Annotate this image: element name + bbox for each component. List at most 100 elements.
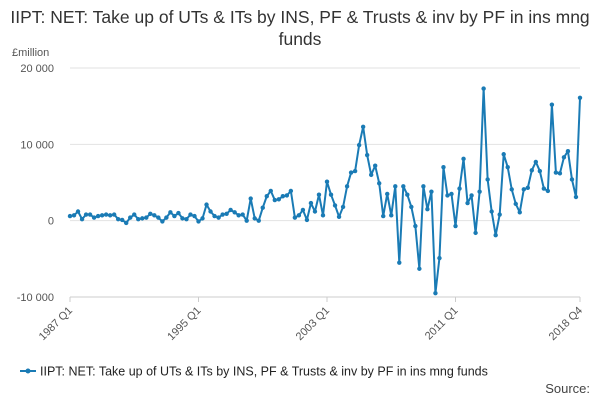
data-point[interactable] [256,218,261,223]
data-point[interactable] [328,192,334,197]
data-point[interactable] [505,165,510,170]
data-point[interactable] [272,197,278,203]
data-point[interactable] [465,200,470,206]
data-point[interactable] [196,219,201,224]
data-point[interactable] [204,202,209,207]
data-point[interactable] [148,211,153,216]
data-point[interactable] [509,187,514,192]
data-point[interactable] [577,95,583,100]
data-point[interactable] [385,191,390,197]
data-point[interactable] [276,197,282,202]
data-point[interactable] [124,220,129,226]
data-point[interactable] [296,213,302,218]
data-point[interactable] [557,171,563,176]
legend[interactable]: IIPT: NET: Take up of UTs & ITs by INS, … [20,365,488,379]
data-point[interactable] [561,155,567,160]
data-point[interactable] [103,212,109,217]
data-point[interactable] [128,215,133,220]
data-point[interactable] [180,216,185,221]
data-point[interactable] [184,216,189,222]
data-point[interactable] [517,210,522,215]
data-point[interactable] [364,152,370,158]
data-point[interactable] [401,184,406,189]
data-point[interactable] [513,201,518,207]
data-point[interactable] [176,210,181,216]
data-point[interactable] [537,168,543,174]
data-point[interactable] [377,181,382,186]
data-point[interactable] [368,172,374,178]
data-point[interactable] [188,212,193,217]
data-point[interactable] [244,218,249,223]
data-point[interactable] [405,192,410,197]
data-point[interactable] [413,223,418,229]
data-point[interactable] [433,290,438,296]
data-point[interactable] [67,213,73,219]
data-point[interactable] [224,211,229,216]
data-point[interactable] [212,213,217,219]
data-point[interactable] [236,213,241,218]
data-point[interactable] [425,207,430,212]
data-point[interactable] [521,187,526,192]
data-point[interactable] [172,213,177,219]
data-point[interactable] [533,159,539,165]
data-point[interactable] [152,213,157,218]
data-point[interactable] [553,170,559,175]
data-point[interactable] [340,204,346,210]
data-point[interactable] [529,168,535,173]
data-point[interactable] [324,179,330,184]
data-point[interactable] [316,192,322,197]
data-point[interactable] [453,223,458,229]
data-point[interactable] [140,216,145,221]
data-point[interactable] [280,194,286,199]
data-point[interactable] [493,232,498,238]
data-point[interactable] [288,188,294,194]
data-point[interactable] [228,207,233,213]
data-point[interactable] [429,189,434,194]
data-point[interactable] [192,213,197,219]
data-point[interactable] [356,142,362,148]
data-point[interactable] [457,186,462,191]
data-point[interactable] [469,193,474,198]
data-point[interactable] [501,152,506,157]
data-point[interactable] [75,209,81,214]
data-point[interactable] [332,203,338,208]
data-point[interactable] [99,213,105,218]
data-point[interactable] [252,216,257,221]
data-point[interactable] [220,212,225,217]
data-point[interactable] [71,213,77,218]
data-point[interactable] [421,184,426,189]
data-point[interactable] [409,204,414,210]
data-point[interactable] [164,215,169,220]
data-point[interactable] [300,207,306,213]
data-point[interactable] [549,102,555,107]
data-point[interactable] [144,215,149,220]
data-point[interactable] [107,213,113,218]
data-point[interactable] [336,214,342,220]
data-point[interactable] [79,216,85,222]
data-point[interactable] [260,205,265,210]
data-point[interactable] [132,212,137,217]
data-point[interactable] [497,212,502,217]
data-point[interactable] [308,200,314,206]
data-point[interactable] [120,217,125,223]
data-point[interactable] [573,194,579,200]
data-point[interactable] [292,215,298,220]
data-point[interactable] [449,191,454,197]
data-point[interactable] [360,124,366,129]
data-point[interactable] [320,213,326,218]
data-point[interactable] [111,212,117,217]
data-point[interactable] [393,184,398,189]
data-point[interactable] [268,188,273,194]
data-point[interactable] [485,177,490,182]
data-point[interactable] [352,168,358,174]
data-point[interactable] [232,210,237,215]
data-point[interactable] [545,188,551,194]
data-point[interactable] [91,215,97,220]
data-point[interactable] [397,260,402,265]
data-point[interactable] [160,219,165,224]
data-point[interactable] [87,212,93,217]
data-point[interactable] [344,184,350,189]
data-point[interactable] [304,217,310,223]
data-point[interactable] [489,209,494,214]
data-point[interactable] [240,212,245,217]
